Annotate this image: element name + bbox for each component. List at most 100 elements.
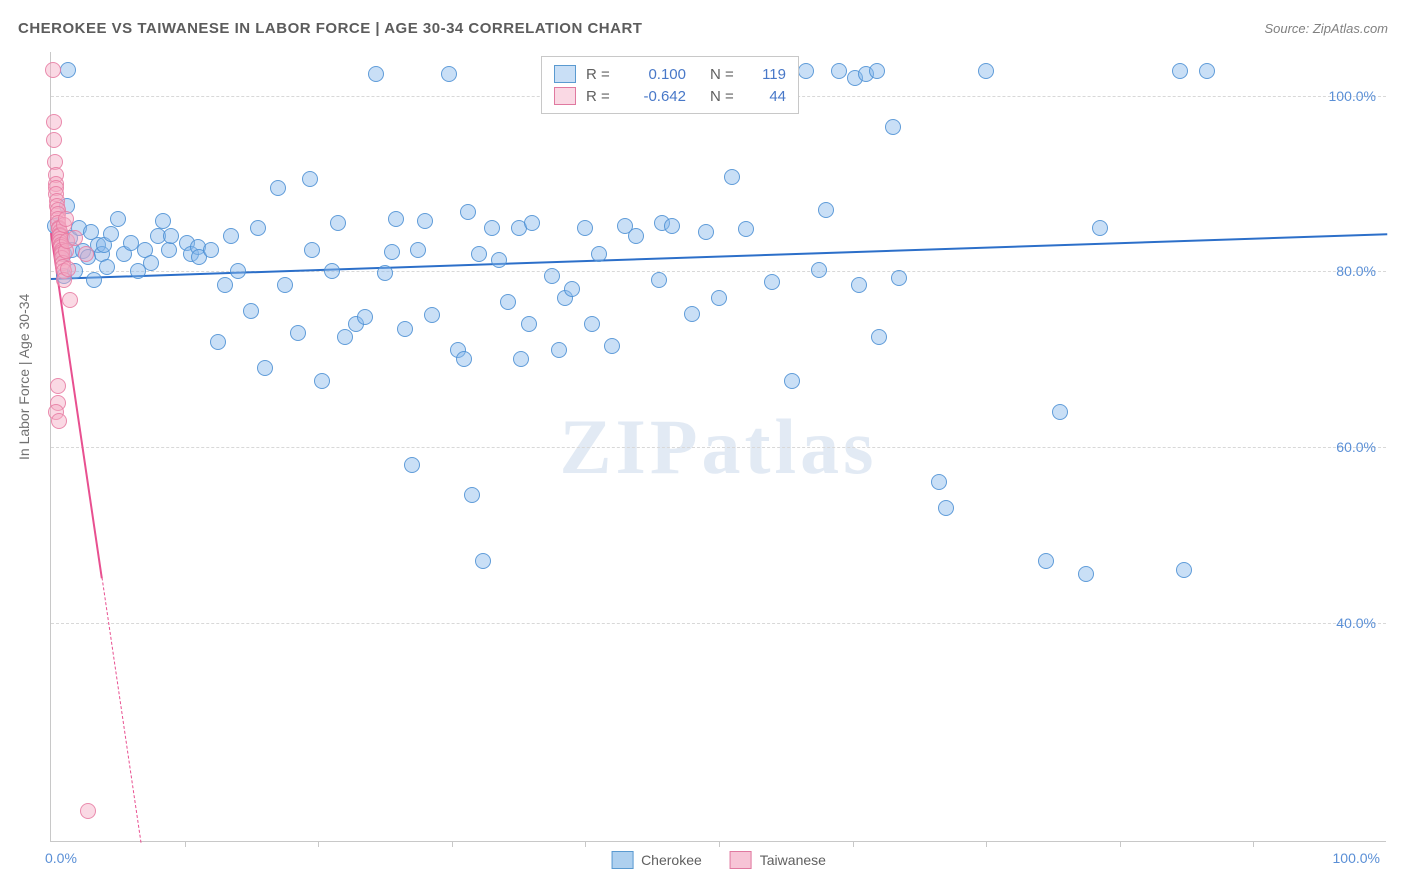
correlation-legend: R =0.100N =119R =-0.642N =44 (541, 56, 799, 114)
cherokee-point (464, 487, 480, 503)
cherokee-point (591, 246, 607, 262)
cherokee-point (564, 281, 580, 297)
cherokee-point (1172, 63, 1188, 79)
cherokee-point (475, 553, 491, 569)
taiwanese-point (46, 114, 62, 130)
cherokee-point (491, 252, 507, 268)
cherokee-point (460, 204, 476, 220)
cherokee-point (155, 213, 171, 229)
y-axis-label: In Labor Force | Age 30-34 (16, 294, 32, 460)
cherokee-point (628, 228, 644, 244)
cherokee-point (270, 180, 286, 196)
x-tick-mark (853, 841, 854, 847)
x-tick-mark (585, 841, 586, 847)
cherokee-point (230, 263, 246, 279)
taiwanese-point (67, 230, 83, 246)
cherokee-point (203, 242, 219, 258)
cherokee-point (337, 329, 353, 345)
cherokee-point (404, 457, 420, 473)
cherokee-point (388, 211, 404, 227)
taiwanese-point (62, 292, 78, 308)
cherokee-point (869, 63, 885, 79)
legend-r-label: R = (586, 88, 614, 105)
cherokee-point (711, 290, 727, 306)
cherokee-point (484, 220, 500, 236)
cherokee-point (1199, 63, 1215, 79)
cherokee-point (1092, 220, 1108, 236)
legend-swatch (554, 87, 576, 105)
legend-r-value: 0.100 (624, 66, 686, 83)
cherokee-point (314, 373, 330, 389)
cherokee-point (217, 277, 233, 293)
x-tick-mark (452, 841, 453, 847)
cherokee-point (521, 316, 537, 332)
x-tick-mark (986, 841, 987, 847)
cherokee-point (684, 306, 700, 322)
cherokee-point (417, 213, 433, 229)
cherokee-point (978, 63, 994, 79)
cherokee-point (500, 294, 516, 310)
cherokee-point (441, 66, 457, 82)
cherokee-point (524, 215, 540, 231)
legend-item: Taiwanese (730, 851, 826, 869)
cherokee-point (304, 242, 320, 258)
y-tick-label: 40.0% (1336, 615, 1376, 631)
taiwanese-point (46, 132, 62, 148)
cherokee-point (324, 263, 340, 279)
legend-n-value: 119 (748, 66, 786, 83)
regression-line (101, 577, 141, 842)
cherokee-point (384, 244, 400, 260)
taiwanese-point (45, 62, 61, 78)
x-tick-mark (185, 841, 186, 847)
source-attribution: Source: ZipAtlas.com (1264, 21, 1388, 36)
legend-n-label: N = (710, 66, 738, 83)
cherokee-point (818, 202, 834, 218)
y-tick-label: 80.0% (1336, 263, 1376, 279)
cherokee-point (357, 309, 373, 325)
cherokee-point (931, 474, 947, 490)
x-tick-label: 0.0% (45, 850, 77, 866)
cherokee-point (243, 303, 259, 319)
x-tick-mark (1120, 841, 1121, 847)
cherokee-point (330, 215, 346, 231)
cherokee-point (811, 262, 827, 278)
legend-swatch (554, 65, 576, 83)
legend-label: Cherokee (641, 852, 702, 868)
regression-line (51, 234, 1387, 281)
cherokee-point (257, 360, 273, 376)
cherokee-point (651, 272, 667, 288)
cherokee-point (277, 277, 293, 293)
cherokee-point (397, 321, 413, 337)
cherokee-point (250, 220, 266, 236)
y-tick-label: 100.0% (1329, 88, 1376, 104)
taiwanese-point (51, 413, 67, 429)
cherokee-point (871, 329, 887, 345)
cherokee-point (424, 307, 440, 323)
cherokee-point (86, 272, 102, 288)
cherokee-point (544, 268, 560, 284)
cherokee-point (456, 351, 472, 367)
cherokee-point (551, 342, 567, 358)
legend-r-value: -0.642 (624, 88, 686, 105)
series-legend: Cherokee Taiwanese (611, 851, 826, 869)
chart-header: CHEROKEE VS TAIWANESE IN LABOR FORCE | A… (18, 20, 1388, 37)
cherokee-point (604, 338, 620, 354)
x-tick-label: 100.0% (1333, 850, 1380, 866)
x-tick-mark (318, 841, 319, 847)
cherokee-point (471, 246, 487, 262)
legend-r-label: R = (586, 66, 614, 83)
cherokee-point (210, 334, 226, 350)
chart-title: CHEROKEE VS TAIWANESE IN LABOR FORCE | A… (18, 20, 642, 37)
taiwanese-point (78, 246, 94, 262)
cherokee-point (885, 119, 901, 135)
cherokee-point (223, 228, 239, 244)
cherokee-point (103, 226, 119, 242)
cherokee-point (784, 373, 800, 389)
cherokee-point (831, 63, 847, 79)
cherokee-point (938, 500, 954, 516)
cherokee-point (798, 63, 814, 79)
cherokee-point (577, 220, 593, 236)
scatter-plot: ZIPatlas 40.0%60.0%80.0%100.0%0.0%100.0%… (50, 52, 1386, 842)
cherokee-point (99, 259, 115, 275)
legend-row: R =-0.642N =44 (554, 85, 786, 107)
